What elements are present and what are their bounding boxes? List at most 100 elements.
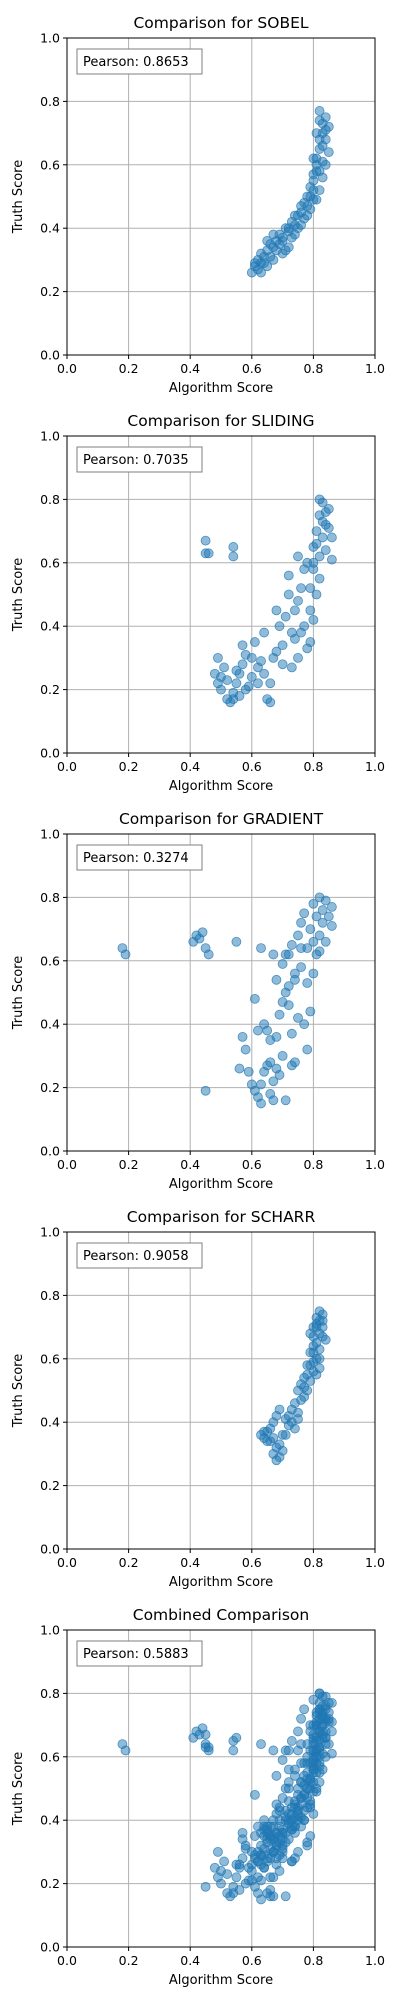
data-point	[249, 993, 260, 1004]
data-point	[296, 1739, 306, 1750]
x-tick-label: 0.8	[303, 1953, 323, 1968]
data-point	[286, 1404, 297, 1415]
y-tick-label: 0.4	[40, 1415, 60, 1430]
x-tick-label: 0.2	[119, 1157, 139, 1172]
data-point	[326, 1717, 337, 1727]
data-point	[271, 1031, 282, 1042]
chart-panel-5: Combined Comparison 0.0 0.2 0.4 0.6 0.8 1.0 0.0…	[11, 1606, 385, 1988]
data-point	[296, 917, 306, 928]
data-point	[219, 1856, 229, 1867]
data-point	[320, 936, 331, 947]
data-point	[296, 220, 306, 230]
pearson-box	[76, 1640, 203, 1667]
plot-frame	[66, 833, 376, 1152]
data-point	[216, 672, 226, 682]
data-point	[326, 1698, 337, 1708]
data-point	[219, 662, 229, 673]
data-point	[237, 1827, 248, 1838]
data-point	[246, 1847, 257, 1857]
plot-frame	[66, 1629, 376, 1948]
data-point	[256, 1850, 266, 1860]
data-point	[317, 917, 328, 928]
x-tick-label: 0.6	[242, 361, 262, 376]
chart-panel-4: Comparison for SCHARR 0.0 0.2 0.4 0.6 0.8 1.0 0…	[11, 1208, 385, 1590]
data-point	[305, 1006, 316, 1017]
y-tick-label: 0.4	[40, 221, 60, 236]
data-point	[256, 1098, 266, 1109]
data-point	[308, 1694, 319, 1705]
data-point	[326, 902, 337, 912]
data-point	[231, 678, 242, 689]
data-point	[296, 1713, 306, 1724]
data-point	[326, 1726, 337, 1737]
pearson-annotation: Pearson: 0.3274	[83, 851, 189, 866]
data-point	[302, 643, 313, 654]
data-point	[277, 1051, 288, 1061]
data-point	[283, 570, 294, 581]
y-tick-label: 0.2	[40, 682, 60, 697]
data-point	[317, 516, 328, 527]
data-point	[308, 1720, 319, 1730]
x-axis-label: Algorithm Score	[169, 779, 273, 794]
data-point	[290, 974, 300, 985]
x-tick-label: 0.6	[242, 759, 262, 774]
x-tick-label: 1.0	[365, 361, 385, 376]
chart-title: Comparison for GRADIENT	[119, 810, 324, 828]
data-point	[308, 557, 319, 568]
data-point	[200, 1881, 211, 1892]
data-point	[262, 235, 273, 246]
data-point	[271, 1840, 282, 1851]
x-tick-label: 0.8	[303, 361, 323, 376]
data-point	[296, 627, 306, 638]
data-point	[274, 1802, 285, 1813]
x-tick-label: 0.8	[303, 759, 323, 774]
data-point	[305, 1802, 316, 1813]
data-point	[271, 646, 282, 657]
y-tick-label: 0.0	[40, 1542, 60, 1557]
data-point	[249, 637, 260, 647]
data-point	[293, 1414, 303, 1424]
data-point	[249, 1789, 260, 1800]
data-point	[249, 1085, 260, 1096]
data-point	[290, 229, 300, 240]
x-tick-label: 0.0	[57, 759, 77, 774]
data-point	[323, 121, 334, 132]
data-point	[308, 1322, 319, 1332]
y-tick-label: 1.0	[40, 31, 60, 46]
x-tick-label: 0.6	[242, 1555, 262, 1570]
data-point	[268, 1433, 279, 1443]
data-point	[277, 1429, 288, 1440]
data-point	[237, 659, 248, 670]
pearson-annotation: Pearson: 0.5883	[83, 1647, 189, 1662]
data-point	[256, 1739, 266, 1750]
pearson-box	[76, 446, 203, 473]
x-tick-label: 1.0	[365, 1953, 385, 1968]
data-point	[213, 1847, 223, 1857]
data-point	[320, 1691, 331, 1702]
data-point	[203, 548, 214, 559]
chart-title: Combined Comparison	[133, 1606, 309, 1624]
x-axis-label: Algorithm Score	[169, 381, 273, 396]
y-tick-label: 0.6	[40, 1351, 60, 1366]
data-point	[305, 583, 316, 594]
data-point	[280, 1745, 291, 1756]
data-point	[120, 949, 131, 960]
data-point	[302, 210, 313, 221]
data-point	[286, 1802, 297, 1813]
data-point	[311, 128, 322, 139]
data-point	[323, 523, 334, 533]
data-point	[299, 1770, 310, 1781]
data-point	[308, 898, 319, 909]
y-tick-label: 0.2	[40, 284, 60, 299]
data-point	[262, 261, 273, 272]
x-tick-label: 0.0	[57, 361, 77, 376]
data-point	[323, 147, 334, 158]
data-point	[308, 1341, 319, 1352]
data-point	[308, 153, 319, 164]
x-tick-label: 0.6	[242, 1157, 262, 1172]
data-point	[216, 1866, 226, 1876]
data-point	[283, 589, 294, 600]
data-point	[216, 1878, 226, 1889]
y-tick-label: 0.6	[40, 157, 60, 172]
x-axis-label: Algorithm Score	[169, 1973, 273, 1988]
